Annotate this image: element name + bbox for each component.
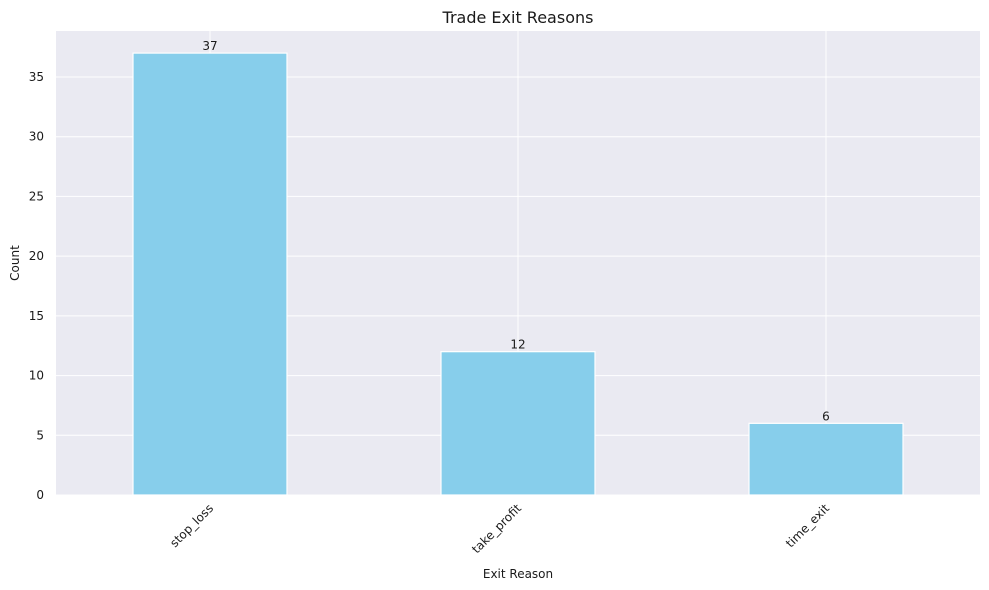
y-tick-label: 20 xyxy=(29,249,44,263)
bar-value-label: 12 xyxy=(510,338,525,352)
y-axis-ticks: 0 5 10 15 20 25 30 35 xyxy=(29,70,44,502)
chart-title: Trade Exit Reasons xyxy=(442,8,594,27)
y-tick-label: 25 xyxy=(29,189,44,203)
y-tick-label: 0 xyxy=(36,488,44,502)
y-tick-label: 15 xyxy=(29,309,44,323)
data-labels: 37 12 6 xyxy=(202,39,829,423)
y-tick-label: 30 xyxy=(29,130,44,144)
y-tick-label: 5 xyxy=(36,428,44,442)
x-axis-label: Exit Reason xyxy=(483,567,553,581)
y-tick-label: 10 xyxy=(29,369,44,383)
bar-value-label: 6 xyxy=(822,409,830,423)
y-axis-label: Count xyxy=(8,245,22,281)
bar-time_exit xyxy=(748,422,904,496)
bar-stop_loss xyxy=(132,52,288,496)
bar-value-label: 37 xyxy=(202,39,217,53)
bars xyxy=(132,52,904,496)
bar-take_profit xyxy=(440,351,596,496)
y-tick-label: 35 xyxy=(29,70,44,84)
